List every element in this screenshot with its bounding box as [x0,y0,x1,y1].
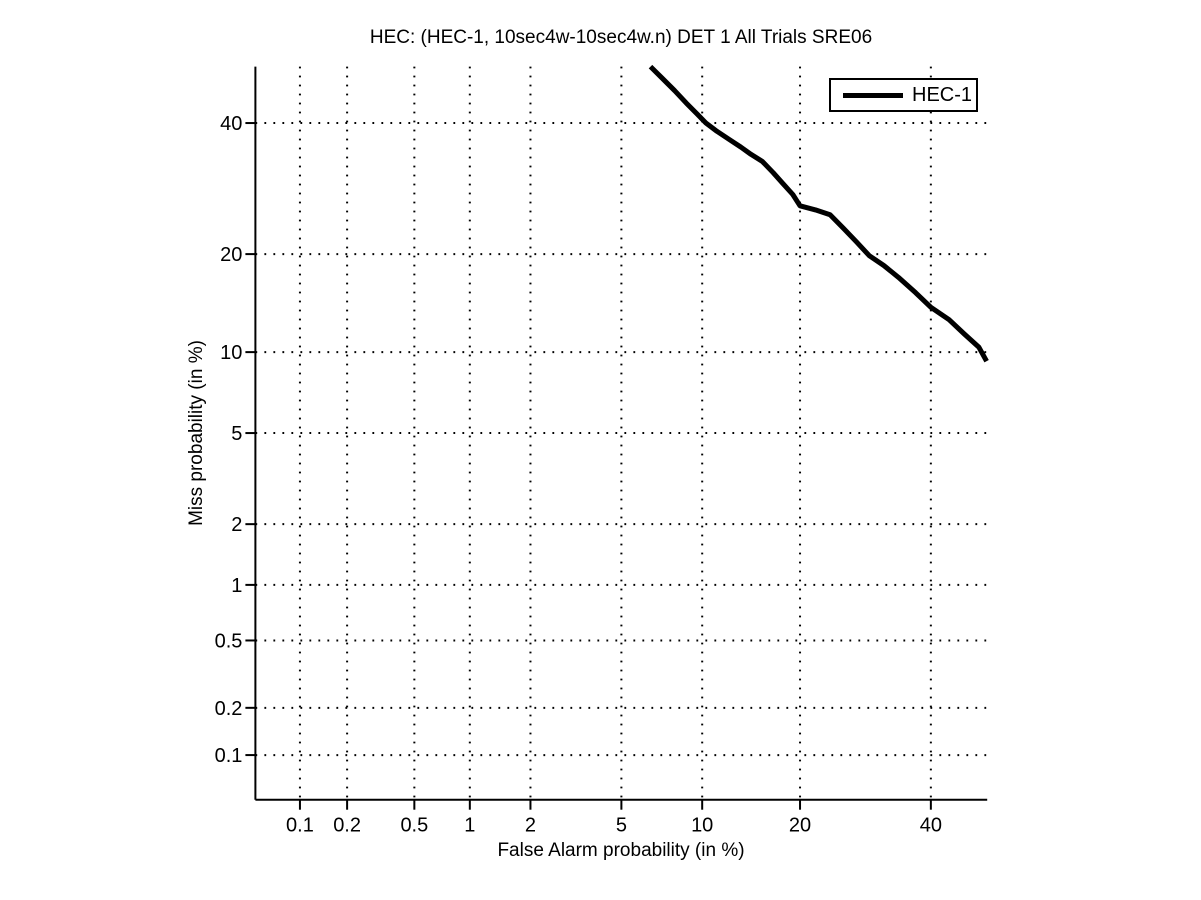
x-tick-label: 10 [691,815,713,837]
x-tick-label: 2 [525,815,536,837]
y-tick-label: 5 [231,423,242,445]
x-tick-label: 40 [920,815,942,837]
y-tick-label: 40 [220,113,242,135]
x-tick-label: 0.1 [286,815,314,837]
x-tick-label: 1 [464,815,475,837]
legend-label: HEC-1 [912,83,973,106]
legend-line-sample [843,92,903,98]
y-tick-label: 0.1 [215,745,243,767]
y-tick-label: 1 [231,575,242,597]
x-tick-label: 0.2 [333,815,361,837]
y-tick-label: 2 [231,514,242,536]
y-tick-label: 10 [220,342,242,364]
x-tick-label: 5 [616,815,627,837]
y-tick-label: 20 [220,244,242,266]
chart-title: HEC: (HEC-1, 10sec4w-10sec4w.n) DET 1 Al… [369,27,873,48]
x-tick-label: 20 [789,815,811,837]
y-tick-label: 0.2 [215,698,243,720]
x-axis-label: False Alarm probability (in %) [497,840,745,861]
y-tick-label: 0.5 [215,630,243,652]
legend: HEC-1 [829,78,978,112]
det-curve [648,64,989,363]
x-tick-label: 0.5 [400,815,428,837]
